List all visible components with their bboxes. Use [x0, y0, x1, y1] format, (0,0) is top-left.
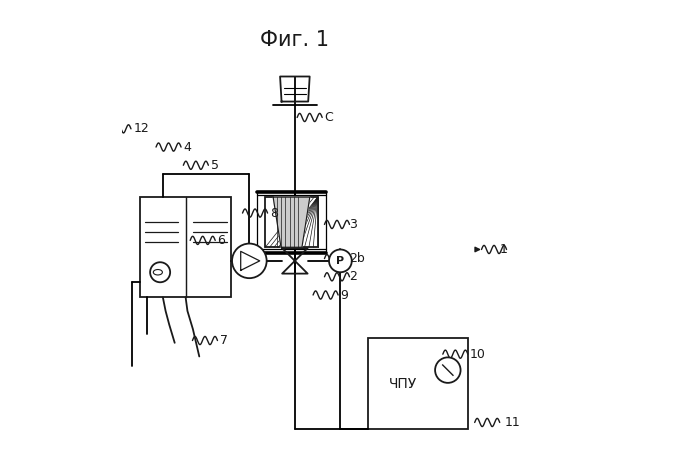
Text: 2b: 2b [350, 252, 366, 265]
Text: 9: 9 [340, 289, 348, 301]
Text: 7: 7 [219, 334, 228, 347]
Text: 3: 3 [350, 218, 357, 231]
Bar [266, 197, 317, 247]
Text: P: P [336, 256, 345, 266]
Circle shape [150, 262, 170, 282]
Text: Фиг. 1: Фиг. 1 [260, 30, 329, 50]
Text: 10: 10 [470, 348, 486, 361]
Text: 2: 2 [350, 270, 357, 284]
Text: C: C [324, 111, 333, 124]
Text: 1: 1 [500, 243, 507, 256]
Ellipse shape [153, 269, 162, 275]
Text: ЧПУ: ЧПУ [389, 377, 417, 391]
Bar [140, 197, 231, 297]
Text: 6: 6 [217, 234, 225, 247]
Text: 4: 4 [183, 141, 192, 153]
Bar [368, 338, 468, 429]
Text: 8: 8 [270, 207, 278, 219]
Circle shape [329, 250, 352, 272]
Text: 5: 5 [210, 159, 219, 172]
Polygon shape [273, 197, 310, 247]
Circle shape [287, 212, 303, 228]
Circle shape [435, 357, 461, 383]
Text: 11: 11 [504, 416, 520, 429]
Text: 12: 12 [134, 122, 149, 136]
Circle shape [232, 244, 266, 278]
